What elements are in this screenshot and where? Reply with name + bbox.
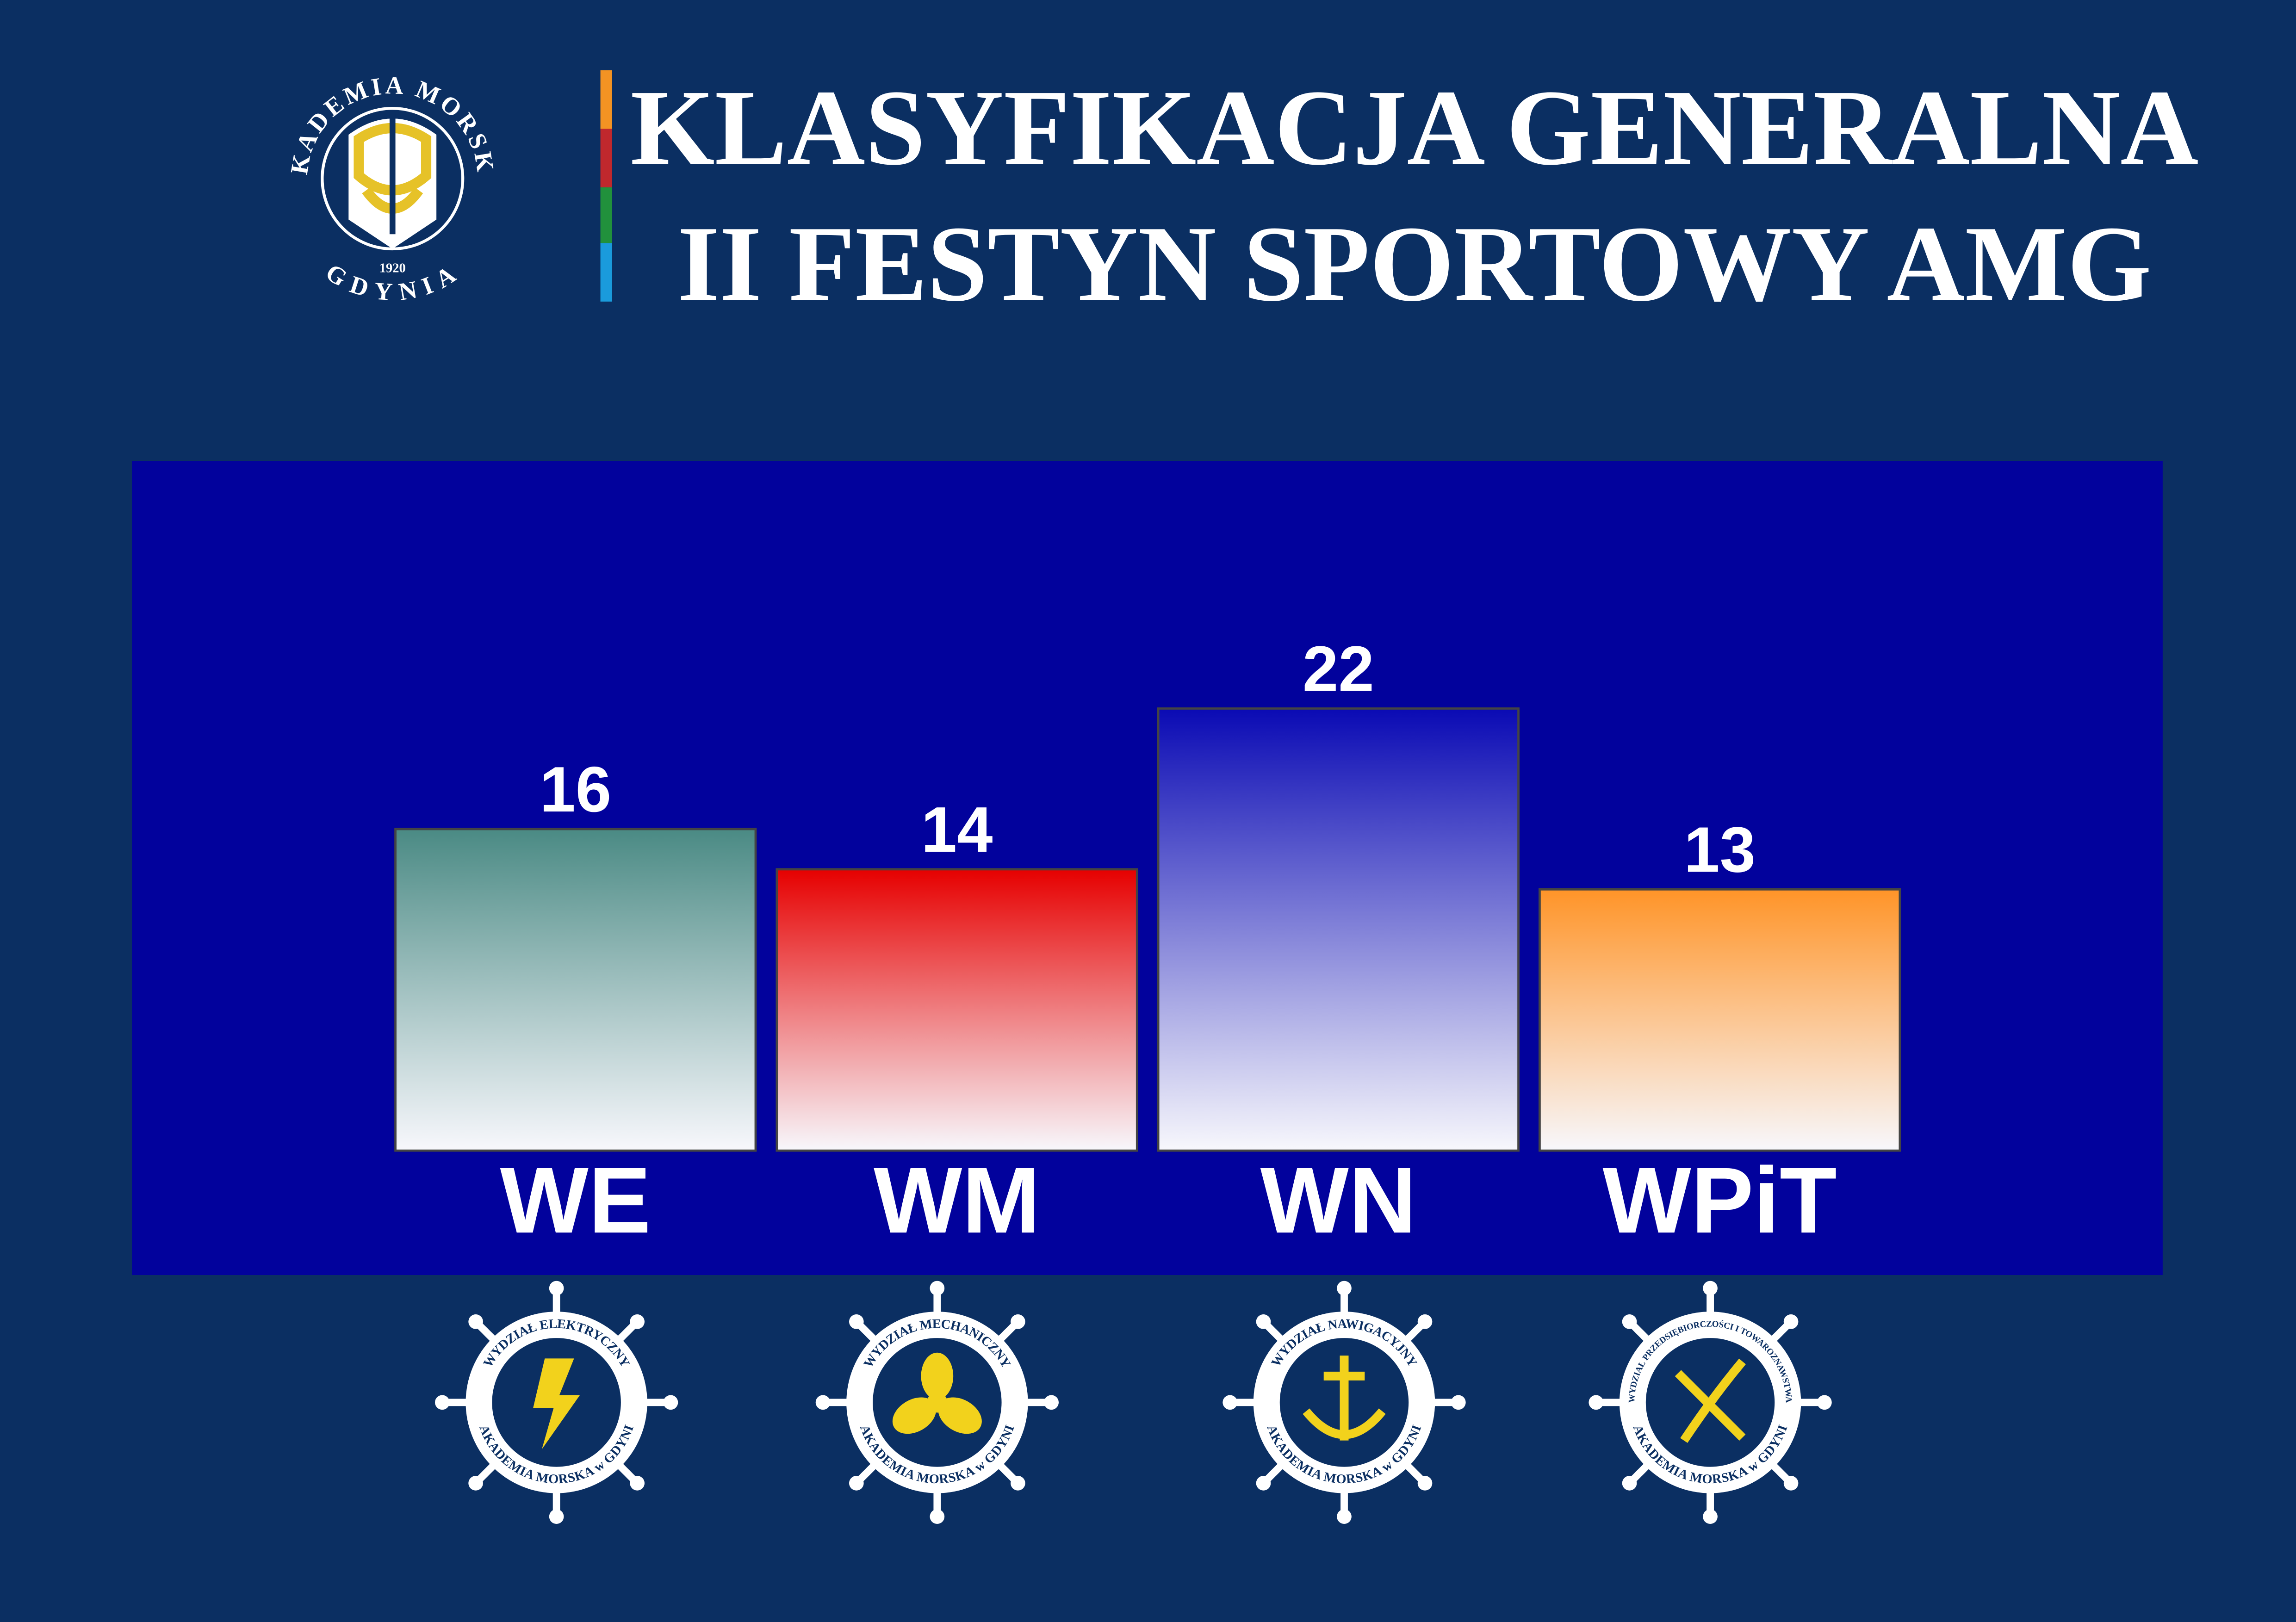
wheel-knob <box>1783 1314 1799 1329</box>
wheel-knob <box>1044 1395 1059 1410</box>
icon <box>938 1397 982 1434</box>
icon <box>1675 1358 1746 1443</box>
wheel-knob <box>630 1314 645 1329</box>
icon <box>533 1358 580 1449</box>
wheel-knob <box>549 1281 564 1296</box>
icon <box>892 1397 937 1434</box>
wheel-knob <box>1222 1395 1238 1410</box>
wheel-knob <box>468 1476 483 1491</box>
wheel-knob <box>1011 1476 1025 1491</box>
wheel-knob <box>930 1509 945 1524</box>
emblem: WYDZIAŁ PRZEDSIĘBIORCZOŚCI I TOWAROZNAWS… <box>1589 1281 1832 1524</box>
value-label: 16 <box>540 753 611 825</box>
wheel-knob <box>849 1314 864 1329</box>
icon <box>921 1352 954 1400</box>
wheel-knob <box>630 1476 645 1491</box>
wheel-knob <box>930 1281 945 1296</box>
wheel-knob <box>468 1314 483 1329</box>
category-label: WE <box>500 1148 651 1252</box>
wheel-knob <box>815 1395 831 1410</box>
wheel-knob <box>1451 1395 1466 1410</box>
wheel-knob <box>1622 1314 1637 1329</box>
wheel-knob <box>1256 1476 1271 1491</box>
bar <box>776 868 1138 1152</box>
wheel-knob <box>1417 1476 1433 1491</box>
wheel-knob <box>1337 1509 1352 1524</box>
wheel-knob <box>1589 1395 1604 1410</box>
value-label: 13 <box>1684 813 1756 885</box>
value-label: 14 <box>921 793 993 866</box>
wheel-knob <box>1703 1509 1718 1524</box>
icon <box>1303 1356 1386 1441</box>
wheel-knob <box>1817 1395 1832 1410</box>
wheel-knob <box>1011 1314 1025 1329</box>
category-label: WM <box>874 1148 1040 1252</box>
wheel-knob <box>1256 1314 1271 1329</box>
bar <box>1157 707 1520 1152</box>
category-label: WPiT <box>1603 1148 1837 1252</box>
logo-year: 1920 <box>379 261 406 276</box>
wheel-knob <box>849 1476 864 1491</box>
title-line: II FESTYN SPORTOWY AMG <box>677 204 2152 324</box>
wheel-knob <box>1622 1476 1637 1491</box>
bar <box>1539 888 1901 1152</box>
value-label: 22 <box>1303 633 1374 705</box>
wheel-knob <box>1783 1476 1799 1491</box>
wheel-knob <box>1417 1314 1433 1329</box>
bar-chart: 16 WE 14 WM 22 WN 13 WPiT <box>394 633 1901 1252</box>
color-stripe <box>600 70 612 302</box>
wheel-knob <box>1337 1281 1352 1296</box>
wheel-knob <box>1703 1281 1718 1296</box>
wheel-knob <box>435 1395 450 1410</box>
title-line: KLASYFIKACJA GENERALNA <box>630 67 2198 187</box>
wheel-knob <box>549 1509 564 1524</box>
wheel-knob <box>663 1395 678 1410</box>
bar <box>394 828 757 1152</box>
category-label: WN <box>1260 1148 1416 1252</box>
